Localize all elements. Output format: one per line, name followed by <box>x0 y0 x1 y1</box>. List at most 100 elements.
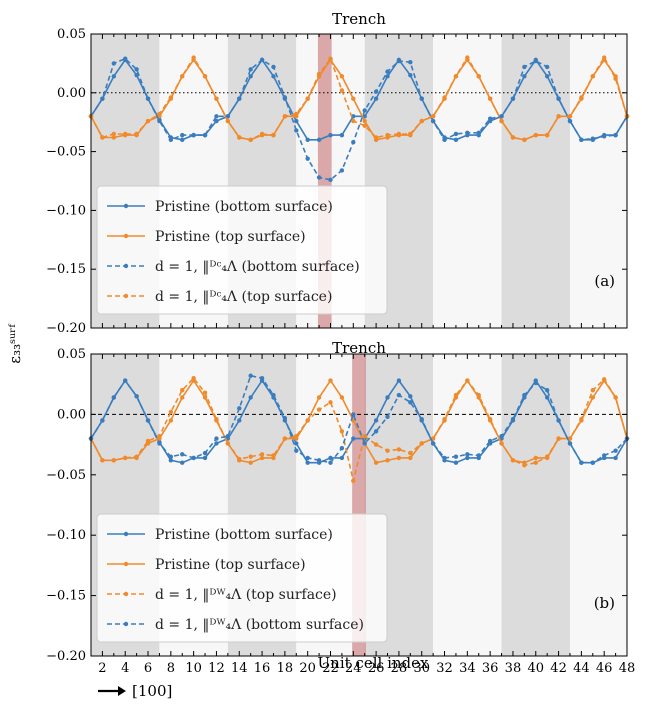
data-point <box>396 392 402 398</box>
data-point <box>282 415 288 421</box>
panel-b: 0.050.00−0.05−0.10−0.15−0.202 4 6 8 10 12 14 16… <box>46 339 635 676</box>
data-point <box>396 58 402 64</box>
background-band <box>433 354 502 656</box>
data-point <box>510 417 516 422</box>
data-point <box>510 96 516 101</box>
data-point <box>157 441 162 446</box>
data-point <box>385 414 390 420</box>
data-point <box>225 441 231 446</box>
data-point <box>487 438 493 444</box>
data-point <box>408 394 413 399</box>
background-band <box>501 34 570 328</box>
data-point <box>134 131 139 137</box>
data-point <box>373 442 379 447</box>
data-point <box>476 453 481 458</box>
y-tick-label: −0.05 <box>46 145 86 160</box>
direction-arrow: [100] <box>98 682 172 700</box>
legend-label: d = 1, ‖ᴰᵂ₄Λ (top surface) <box>155 587 337 603</box>
x-tick-label: 12 <box>208 661 225 676</box>
x-tick-label: 22 <box>322 661 339 676</box>
data-point <box>259 452 265 457</box>
data-point <box>294 111 299 117</box>
data-point <box>111 131 117 137</box>
data-point <box>351 436 356 441</box>
data-point <box>408 72 413 78</box>
legend-marker <box>123 293 129 299</box>
data-point <box>180 460 185 465</box>
data-point <box>453 460 459 465</box>
data-point <box>316 395 322 400</box>
data-point <box>579 417 584 422</box>
legend-label: Pristine (bottom surface) <box>155 527 333 543</box>
y-tick-label: 0.05 <box>57 27 86 42</box>
data-point <box>601 377 607 382</box>
series-3 <box>88 55 630 143</box>
data-point <box>533 455 538 461</box>
x-tick-label: 4 <box>121 661 129 676</box>
data-point <box>522 392 527 398</box>
data-point <box>373 429 379 434</box>
x-tick-label: 8 <box>167 661 175 676</box>
legend-marker <box>123 233 129 239</box>
data-point <box>271 132 276 138</box>
data-point <box>157 433 162 439</box>
data-point <box>180 452 185 457</box>
data-point <box>487 417 493 422</box>
data-point <box>567 441 573 446</box>
data-point <box>202 450 208 456</box>
data-point <box>191 455 196 461</box>
data-point <box>567 436 573 441</box>
data-point <box>430 118 436 124</box>
data-point <box>613 76 618 81</box>
data-point <box>248 67 253 72</box>
data-point <box>305 418 310 423</box>
data-point <box>430 114 436 119</box>
data-point <box>522 64 527 70</box>
data-point <box>168 137 174 143</box>
data-point <box>328 455 333 461</box>
data-point <box>453 454 459 459</box>
data-point <box>225 118 231 124</box>
data-point <box>339 132 345 138</box>
data-point <box>316 458 322 463</box>
y-tick-label: 0.00 <box>57 86 86 101</box>
x-tick-label: 10 <box>185 661 202 676</box>
legend-box <box>96 185 388 315</box>
y-tick-label: −0.15 <box>46 262 86 277</box>
panel-title: Trench <box>332 339 386 357</box>
data-point <box>111 74 117 79</box>
data-point <box>396 131 402 137</box>
data-point <box>362 108 367 113</box>
data-point <box>476 392 481 398</box>
data-point <box>522 137 527 143</box>
data-point <box>248 460 253 465</box>
data-point <box>248 373 253 378</box>
data-point <box>510 458 516 463</box>
data-point <box>453 74 459 79</box>
data-point <box>442 455 447 461</box>
data-point <box>202 74 208 79</box>
panel-a: 0.05 0.00 −0.05 −0.10 −0.15 −0.20 Trench (a) Pri… <box>46 10 630 336</box>
data-point <box>191 55 196 60</box>
data-point <box>613 448 618 453</box>
data-point <box>499 114 504 119</box>
data-point <box>408 400 413 405</box>
data-point <box>145 118 151 124</box>
x-tick-label: 30 <box>413 661 430 676</box>
data-point <box>111 61 117 66</box>
data-point <box>601 134 607 139</box>
data-point <box>499 441 504 446</box>
data-point <box>419 96 424 101</box>
x-tick-label: 2 <box>98 661 106 676</box>
data-point <box>453 131 459 137</box>
y-tick-label: −0.05 <box>46 468 86 483</box>
data-point <box>339 168 345 173</box>
data-point <box>214 96 219 101</box>
data-point <box>385 395 390 400</box>
data-point <box>111 395 117 400</box>
x-tick-label: 38 <box>505 661 522 676</box>
data-point <box>316 407 322 412</box>
data-point <box>385 448 390 453</box>
data-point <box>328 400 333 405</box>
